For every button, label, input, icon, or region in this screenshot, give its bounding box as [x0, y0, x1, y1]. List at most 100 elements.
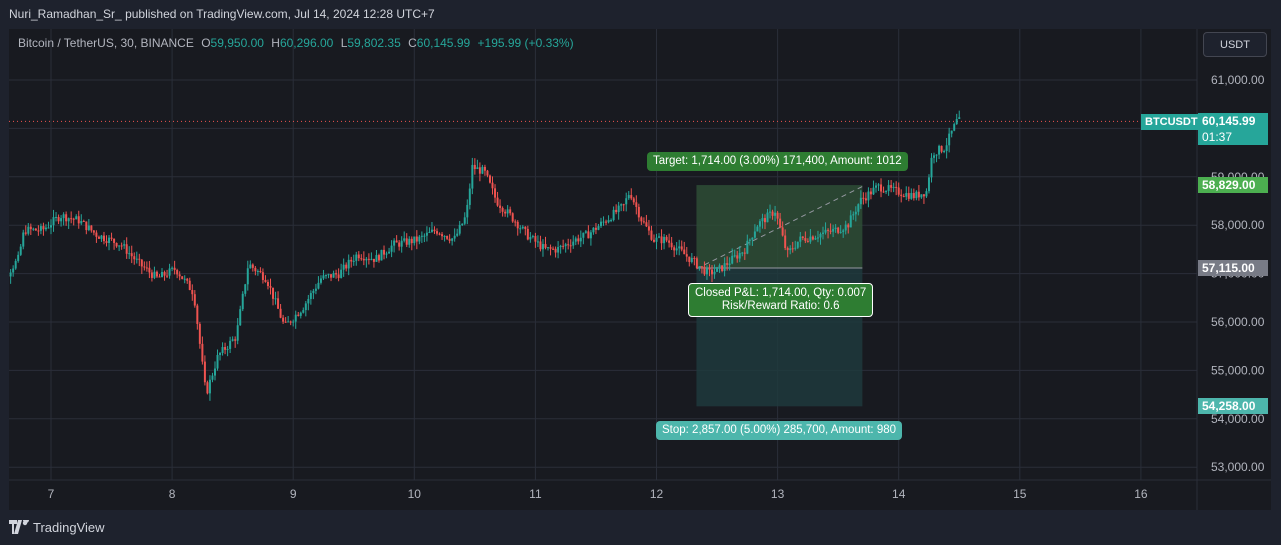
candle-body [178, 274, 181, 277]
candle-body [289, 321, 292, 323]
candle-body [615, 209, 618, 213]
currency-button[interactable]: USDT [1203, 32, 1267, 57]
symbol-name[interactable]: Bitcoin / TetherUS, 30, BINANCE [18, 36, 194, 50]
candle-body [922, 194, 925, 197]
candle-body [627, 195, 630, 199]
candle-body [471, 164, 474, 189]
candle-body [645, 222, 648, 227]
candle-body [632, 198, 635, 203]
tradingview-logo-icon[interactable] [9, 517, 29, 537]
candle-body [673, 247, 676, 251]
candle-body [135, 258, 138, 260]
candle-body [869, 191, 872, 195]
candle-body [718, 265, 721, 268]
low-label: L [340, 36, 348, 50]
candle-body [327, 274, 330, 276]
candle-body [118, 245, 121, 247]
last-price-value: 60,145.99 [1202, 114, 1256, 128]
candle-body [839, 231, 842, 233]
candle-body [912, 193, 915, 199]
candle-body [617, 205, 620, 213]
candle-body [806, 240, 809, 242]
candle-body [958, 117, 961, 119]
candle-body [544, 244, 547, 248]
candle-body [761, 218, 764, 222]
candle-body [705, 268, 708, 275]
candle-body [82, 220, 85, 222]
candle-body [9, 272, 12, 277]
candle-body [277, 298, 280, 309]
candle-body [284, 321, 287, 323]
candle-body [501, 207, 504, 212]
candle-body [789, 248, 792, 251]
candle-body [34, 228, 37, 231]
candle-body [867, 191, 870, 201]
candle-body [824, 229, 827, 233]
candle-body [436, 231, 439, 234]
candle-body [748, 239, 751, 241]
candle-body [935, 154, 938, 156]
candle-body [834, 227, 837, 229]
candle-body [948, 133, 951, 146]
candle-body [521, 226, 524, 229]
candle-body [943, 151, 946, 153]
candle-body [438, 233, 441, 235]
candle-body [713, 271, 716, 275]
footer-brand[interactable]: TradingView [33, 520, 105, 535]
target-price-tag: 58,829.00 [1198, 177, 1268, 193]
chart-area[interactable]: 53,000.0054,000.0055,000.0056,000.0057,0… [9, 29, 1271, 510]
candle-body [208, 379, 211, 394]
candle-body [756, 226, 759, 232]
candle-body [733, 255, 736, 257]
candle-body [769, 211, 772, 213]
candle-body [221, 347, 224, 353]
candle-body [872, 187, 875, 195]
candle-body [113, 238, 116, 243]
candle-body [938, 145, 941, 155]
candle-body [743, 252, 746, 254]
candle-body [360, 258, 363, 260]
closed-pnl-label[interactable]: Closed P&L: 1,714.00, Qty: 0.007 Risk/Re… [688, 283, 874, 317]
candle-body [602, 221, 605, 223]
close-value: 60,145.99 [416, 36, 471, 50]
candle-body [801, 236, 804, 239]
candle-body [168, 268, 171, 276]
candle-body [304, 303, 307, 311]
candle-body [206, 382, 209, 394]
candle-body [456, 233, 459, 236]
symbol-legend[interactable]: Bitcoin / TetherUS, 30, BINANCE O59,950.… [18, 36, 574, 50]
candle-body [362, 258, 365, 261]
candle-body [17, 254, 20, 261]
candle-body [547, 247, 550, 249]
candle-body [567, 244, 570, 246]
candle-body [128, 253, 131, 255]
candle-body [809, 236, 812, 242]
candle-body [721, 265, 724, 271]
candle-body [536, 241, 539, 243]
candle-body [138, 258, 141, 260]
candle-body [763, 218, 766, 223]
candle-body [905, 193, 908, 197]
candle-body [60, 218, 63, 222]
candle-body [897, 187, 900, 195]
candle-body [12, 268, 15, 273]
candle-body [494, 188, 497, 198]
target-label[interactable]: Target: 1,714.00 (3.00%) 171,400, Amount… [647, 152, 908, 171]
candle-body [198, 323, 201, 344]
candle-body [711, 269, 714, 275]
candle-body [62, 214, 65, 219]
candle-body [741, 252, 744, 254]
candle-body [282, 317, 285, 322]
candle-body [945, 145, 948, 152]
candle-body [665, 236, 668, 241]
stop-label[interactable]: Stop: 2,857.00 (5.00%) 285,700, Amount: … [656, 421, 903, 440]
candle-body [367, 258, 370, 260]
candle-body [413, 236, 416, 244]
candle-body [39, 226, 42, 231]
candlestick-chart[interactable]: 53,000.0054,000.0055,000.0056,000.0057,0… [9, 29, 1271, 510]
candle-body [161, 272, 164, 278]
candle-body [562, 245, 565, 247]
candle-body [446, 236, 449, 239]
open-label: O [201, 36, 211, 50]
candle-body [297, 314, 300, 316]
